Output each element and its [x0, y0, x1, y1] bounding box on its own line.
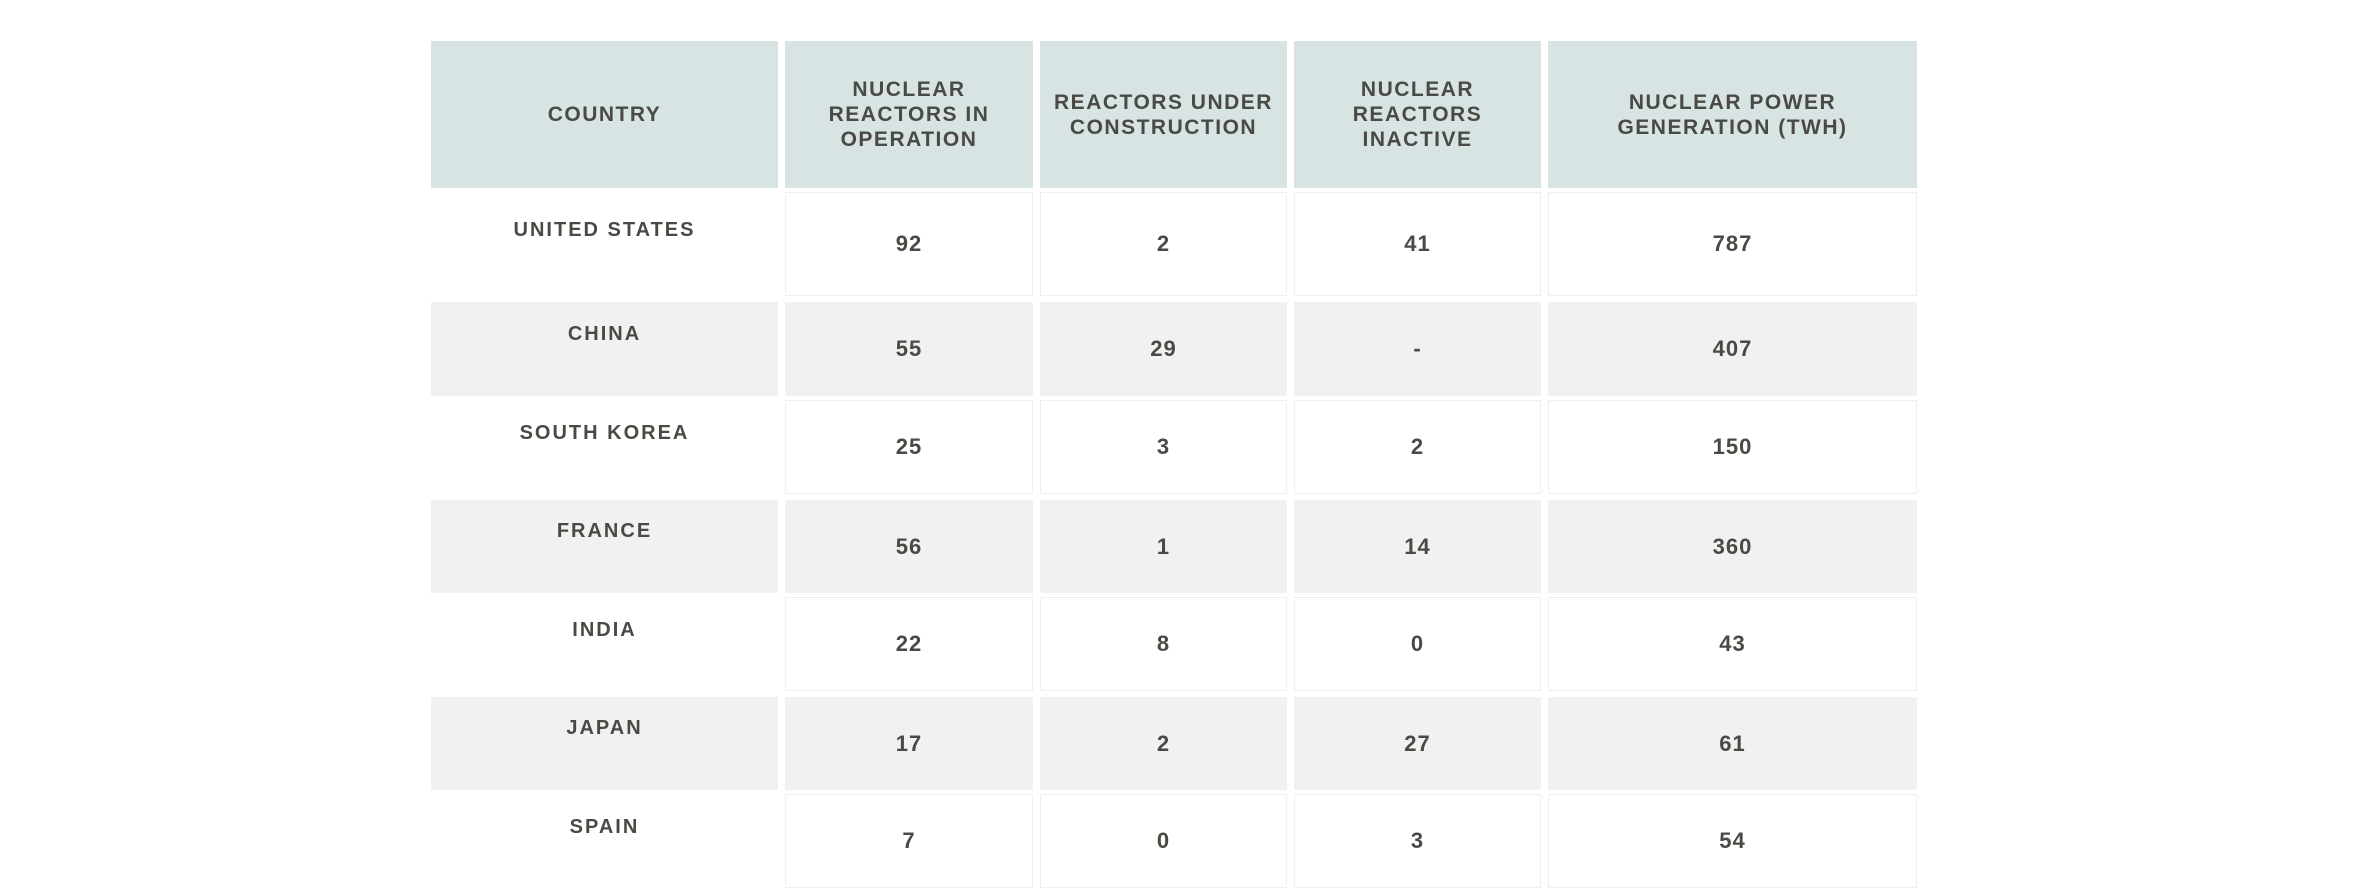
cell-france-generation: 360 [1548, 500, 1917, 593]
cell-india-in-operation: 22 [785, 597, 1033, 691]
cell-south-korea-generation: 150 [1548, 400, 1917, 494]
cell-value: 3 [1156, 434, 1171, 459]
cell-india-inactive: 0 [1294, 597, 1541, 691]
cell-india-under-construction: 8 [1040, 597, 1287, 691]
cell-value: 3 [1410, 828, 1425, 853]
column-header-power-generation-label: NUCLEAR POWER GENERATION (TWH) [1617, 90, 1848, 139]
column-header-reactors-under-construction-label: REACTORS UNDER CONSTRUCTION [1054, 90, 1273, 139]
cell-value: 92 [895, 231, 923, 256]
cell-china-generation: 407 [1548, 302, 1917, 396]
cell-south-korea-under-construction: 3 [1040, 400, 1287, 494]
cell-south-korea-inactive: 2 [1294, 400, 1541, 494]
cell-country-south-korea: SOUTH KOREA [431, 396, 778, 500]
country-label: FRANCE [556, 520, 653, 542]
cell-france-under-construction: 1 [1040, 500, 1287, 593]
cell-china-in-operation: 55 [785, 302, 1033, 396]
cell-value: 17 [895, 730, 923, 756]
cell-value: 61 [1719, 730, 1746, 756]
cell-value: 0 [1410, 631, 1425, 656]
column-header-reactors-in-operation: NUCLEAR REACTORS IN OPERATION [785, 41, 1033, 188]
cell-value: 27 [1404, 730, 1431, 756]
cell-value: 787 [1712, 231, 1753, 256]
cell-france-in-operation: 56 [785, 500, 1033, 593]
cell-value: 1 [1156, 533, 1171, 559]
column-header-reactors-under-construction: REACTORS UNDER CONSTRUCTION [1040, 41, 1287, 188]
cell-france-inactive: 14 [1294, 500, 1541, 593]
column-header-reactors-inactive-label: NUCLEAR REACTORS INACTIVE [1352, 78, 1483, 151]
cell-country-japan: JAPAN [431, 697, 778, 790]
cell-spain-under-construction: 0 [1040, 794, 1287, 888]
country-label: JAPAN [566, 717, 643, 739]
cell-united-states-inactive: 41 [1294, 192, 1541, 296]
cell-value: 8 [1156, 631, 1171, 656]
cell-value: 29 [1150, 336, 1177, 361]
cell-united-states-generation: 787 [1548, 192, 1917, 296]
cell-value: 0 [1156, 828, 1171, 853]
country-label: UNITED STATES [513, 218, 696, 241]
column-header-country-label: COUNTRY [547, 103, 662, 126]
country-label: SPAIN [569, 815, 640, 838]
column-header-reactors-in-operation-label: NUCLEAR REACTORS IN OPERATION [828, 78, 990, 151]
cell-value: 360 [1712, 533, 1753, 559]
cell-value: 43 [1719, 631, 1746, 656]
cell-value: 54 [1719, 828, 1746, 853]
cell-value: 2 [1156, 730, 1171, 756]
column-header-reactors-inactive: NUCLEAR REACTORS INACTIVE [1294, 41, 1541, 188]
country-label: SOUTH KOREA [519, 421, 690, 444]
cell-value: 14 [1404, 533, 1431, 559]
column-header-power-generation: NUCLEAR POWER GENERATION (TWH) [1548, 41, 1917, 188]
cell-united-states-in-operation: 92 [785, 192, 1033, 296]
cell-country-spain: SPAIN [431, 790, 778, 888]
cell-value: 22 [895, 631, 923, 656]
cell-china-inactive: - [1294, 302, 1541, 396]
cell-value: 7 [902, 828, 916, 853]
cell-japan-under-construction: 2 [1040, 697, 1287, 790]
cell-country-india: INDIA [431, 593, 778, 697]
cell-country-france: FRANCE [431, 500, 778, 593]
column-header-country: COUNTRY [431, 41, 778, 188]
cell-value: 41 [1404, 231, 1431, 256]
cell-value: - [1413, 336, 1422, 361]
country-label: CHINA [567, 322, 642, 345]
cell-japan-inactive: 27 [1294, 697, 1541, 790]
cell-value: 2 [1156, 231, 1171, 256]
cell-spain-generation: 54 [1548, 794, 1917, 888]
cell-value: 56 [895, 533, 923, 559]
cell-japan-in-operation: 17 [785, 697, 1033, 790]
cell-united-states-under-construction: 2 [1040, 192, 1287, 296]
cell-value: 25 [895, 434, 923, 459]
cell-value: 407 [1712, 336, 1753, 361]
cell-spain-inactive: 3 [1294, 794, 1541, 888]
cell-value: 150 [1712, 434, 1753, 459]
cell-japan-generation: 61 [1548, 697, 1917, 790]
cell-country-china: CHINA [431, 302, 778, 396]
cell-value: 55 [895, 336, 923, 361]
cell-india-generation: 43 [1548, 597, 1917, 691]
country-label: INDIA [572, 618, 637, 641]
cell-spain-in-operation: 7 [785, 794, 1033, 888]
nuclear-reactors-table: COUNTRY NUCLEAR REACTORS IN OPERATION RE… [431, 41, 1917, 888]
cell-value: 2 [1410, 434, 1425, 459]
cell-china-under-construction: 29 [1040, 302, 1287, 396]
cell-country-united-states: UNITED STATES [431, 188, 778, 302]
cell-south-korea-in-operation: 25 [785, 400, 1033, 494]
